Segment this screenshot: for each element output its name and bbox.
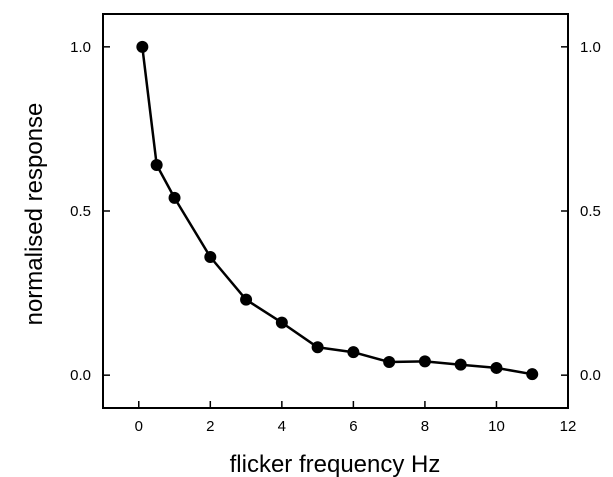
data-point — [311, 341, 324, 354]
x-ticks: 0 2 4 6 8 10 12 — [135, 401, 577, 435]
y-tick-label-right: 0.0 — [580, 367, 601, 384]
data-point — [275, 316, 288, 329]
data-point — [168, 191, 181, 204]
data-point — [490, 361, 503, 374]
data-point — [150, 159, 163, 172]
y-tick-label-left: 0.5 — [70, 203, 91, 220]
x-tick-label: 12 — [560, 418, 577, 435]
series-line — [141, 46, 533, 376]
y-tick-label-left: 0.0 — [70, 367, 91, 384]
x-tick-label: 4 — [278, 418, 286, 435]
x-tick-label: 2 — [206, 418, 214, 435]
data-point — [136, 40, 149, 53]
y-tick-label-right: 1.0 — [580, 39, 601, 56]
data-point — [240, 293, 253, 306]
data-point — [526, 368, 539, 381]
y-axis-title: normalised response — [21, 103, 48, 326]
series-layer — [136, 40, 539, 381]
data-point — [454, 358, 467, 371]
data-point — [347, 346, 360, 359]
x-tick-label: 8 — [421, 418, 429, 435]
data-point — [383, 356, 396, 369]
y-tick-label-right: 0.5 — [580, 203, 601, 220]
y-ticks: 0.0 0.0 0.5 0.5 1.0 1.0 — [70, 39, 601, 384]
data-point — [418, 355, 431, 368]
y-tick-label-left: 1.0 — [70, 39, 91, 56]
data-point — [204, 250, 217, 263]
x-tick-label: 6 — [349, 418, 357, 435]
x-tick-label: 0 — [135, 418, 143, 435]
x-axis-title: flicker frequency Hz — [230, 451, 441, 477]
x-tick-label: 10 — [488, 418, 505, 435]
